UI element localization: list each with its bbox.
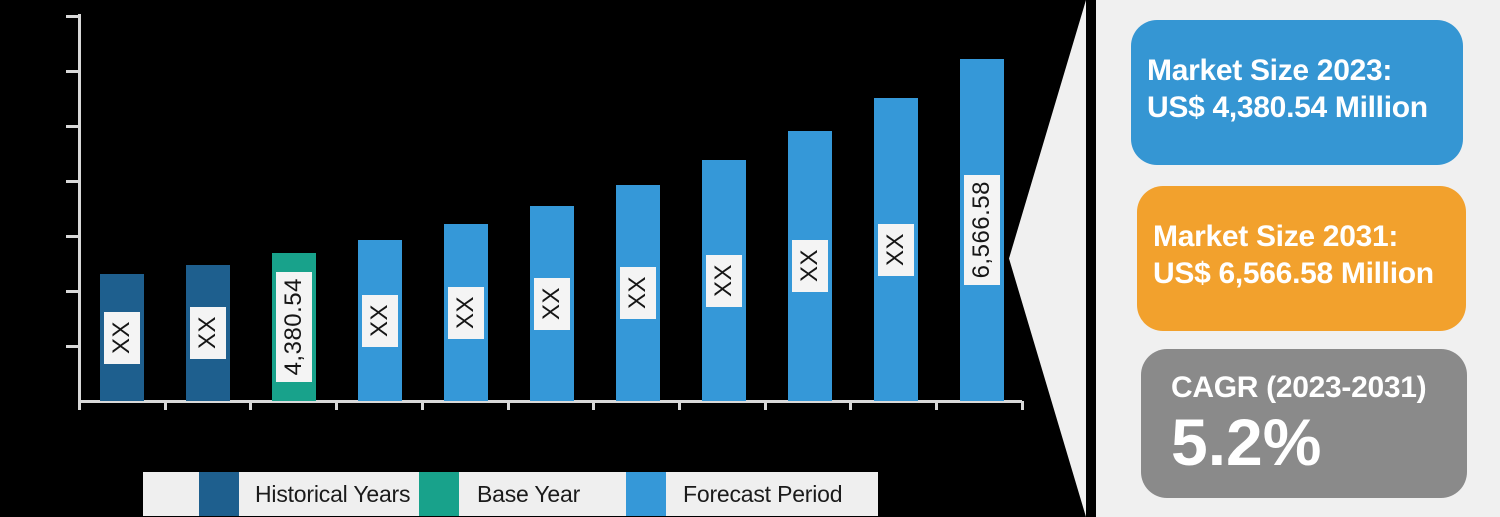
bar-value-text: XX [538, 287, 565, 321]
bar-value-label: XX [706, 255, 742, 307]
y-axis-tick [66, 125, 78, 128]
market-size-2031-card: Market Size 2031: US$ 6,566.58 Million [1137, 186, 1466, 331]
bar-value-label: XX [792, 240, 828, 292]
legend-label-forecast: Forecast Period [683, 480, 843, 507]
bar-value-text: XX [108, 321, 135, 355]
market-size-2031-title: Market Size 2031: [1153, 220, 1399, 253]
x-axis-tick [335, 401, 339, 410]
bar-value-text: XX [366, 304, 393, 338]
bar-value-text: XX [882, 233, 909, 267]
y-axis-tick [66, 15, 78, 18]
bar-value-label: XX [448, 287, 484, 339]
x-axis-tick [506, 401, 510, 410]
legend-swatch-base [419, 472, 459, 516]
cagr-title: CAGR (2023-2031) [1171, 371, 1427, 404]
market-size-2023-value: US$ 4,380.54 Million [1147, 91, 1428, 124]
summary-panel: Market Size 2023: US$ 4,380.54 Million M… [1096, 0, 1500, 517]
market-size-2023-title: Market Size 2023: [1147, 54, 1393, 87]
bar-value-text: XX [710, 264, 737, 298]
legend-label-historical: Historical Years [255, 480, 411, 507]
y-axis-tick [66, 70, 78, 73]
x-axis-tick [592, 401, 596, 410]
legend-swatch-historical [199, 472, 239, 516]
bar-value-label: XX [190, 307, 226, 359]
bar-value-label: XX [534, 278, 570, 330]
bar-value-label: 4,380.54 [276, 272, 312, 382]
bar-value-label: XX [878, 224, 914, 276]
cagr-value: 5.2% [1171, 405, 1322, 479]
callout-arrow [1009, 0, 1086, 517]
bar-value-label: XX [104, 312, 140, 364]
bar-value-text: XX [452, 296, 479, 330]
y-axis-tick [66, 235, 78, 238]
y-axis [78, 14, 81, 403]
x-axis-tick [249, 401, 253, 410]
x-axis-tick [78, 401, 81, 410]
x-axis-tick [1020, 401, 1024, 410]
cagr-card: CAGR (2023-2031) 5.2% [1141, 349, 1467, 498]
legend-swatch-forecast [626, 472, 666, 516]
x-axis [78, 400, 1022, 403]
legend-label-base: Base Year [477, 480, 581, 507]
market-size-2023-card: Market Size 2023: US$ 4,380.54 Million [1131, 20, 1463, 165]
bar-value-text: XX [194, 316, 221, 350]
x-axis-tick [763, 401, 767, 410]
bar-value-label: XX [362, 295, 398, 347]
bar-value-label: XX [620, 267, 656, 319]
bar-value-text: XX [796, 249, 823, 283]
bar-value-text: XX [624, 276, 651, 310]
legend: Historical Years Base Year Forecast Period [143, 472, 878, 516]
x-axis-tick [677, 401, 681, 410]
bar-value-label: 6,566.58 [964, 175, 1000, 285]
x-axis-tick [935, 401, 938, 410]
y-axis-tick [66, 345, 78, 348]
bar-value-text: 6,566.58 [968, 181, 995, 279]
x-axis-tick [163, 401, 167, 410]
x-axis-tick [420, 401, 424, 410]
y-axis-tick [66, 290, 78, 293]
bar-value-text: 4,380.54 [280, 278, 307, 376]
market-size-2031-value: US$ 6,566.58 Million [1153, 257, 1434, 290]
x-axis-tick [849, 401, 853, 410]
y-axis-tick [66, 180, 78, 183]
